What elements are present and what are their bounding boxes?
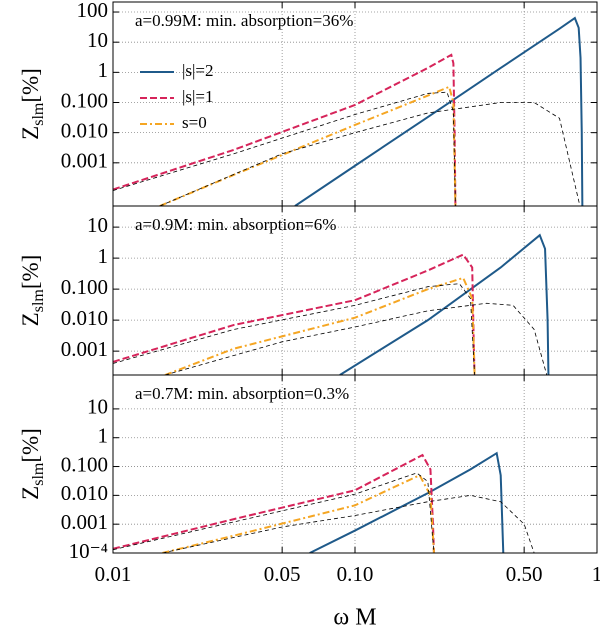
series-line — [159, 102, 581, 206]
x-tick-label: 0.01 — [95, 562, 132, 586]
series-line — [113, 283, 475, 375]
y-axis-label-part: [%] — [18, 428, 43, 462]
y-axis-label-part: slm — [30, 102, 47, 126]
y-axis-label-part: slm — [30, 289, 47, 313]
panel-title: a=0.9M: min. absorption=6% — [135, 215, 336, 234]
y-tick-label: 10 — [87, 28, 108, 52]
y-tick-label: 1 — [98, 424, 109, 448]
y-tick-label: 0.100 — [61, 275, 108, 299]
y-tick-label: 10 — [87, 395, 108, 419]
plot-area — [113, 451, 535, 553]
series-line — [164, 302, 548, 375]
series-line — [113, 253, 476, 375]
series-line — [309, 451, 505, 553]
series-line — [113, 91, 456, 206]
legend-label: s=0 — [182, 113, 207, 132]
y-tick-label: 10⁻⁴ — [69, 539, 108, 563]
series-line — [339, 233, 550, 375]
plot-area — [113, 233, 550, 375]
y-tick-label: 0.001 — [61, 337, 108, 361]
x-tick-label: 1 — [592, 562, 600, 586]
y-tick-label: 0.010 — [61, 481, 108, 505]
y-axis-label: Zslm[%] — [18, 255, 46, 327]
legend-label: |s|=2 — [182, 61, 214, 80]
x-tick-label: 0.05 — [264, 562, 301, 586]
y-axis-label: Zslm[%] — [18, 68, 46, 140]
y-tick-label: 0.010 — [61, 306, 108, 330]
series-line — [162, 494, 535, 553]
y-tick-label: 100 — [77, 0, 109, 22]
series-line — [294, 16, 584, 206]
y-tick-label: 0.100 — [61, 452, 108, 476]
x-tick-label: 0.50 — [506, 562, 543, 586]
y-axis-label-part: Z — [18, 312, 43, 326]
y-axis-label: Zslm[%] — [18, 428, 46, 500]
y-tick-label: 0.001 — [61, 149, 108, 173]
y-axis-label-part: slm — [30, 462, 47, 486]
series-line — [113, 472, 435, 553]
y-tick-label: 0.010 — [61, 118, 108, 142]
panel-title: a=0.99M: min. absorption=36% — [135, 11, 353, 30]
y-tick-label: 1 — [98, 58, 109, 82]
panel-title: a=0.7M: min. absorption=0.3% — [135, 384, 349, 403]
x-tick-label: 0.10 — [337, 562, 374, 586]
y-tick-label: 10 — [87, 213, 108, 237]
y-tick-label: 1 — [98, 244, 109, 268]
y-axis-label-part: Z — [18, 126, 43, 140]
y-axis-label-part: [%] — [18, 255, 43, 289]
x-axis-label: ω M — [333, 605, 376, 631]
legend-label: |s|=1 — [182, 87, 214, 106]
series-line — [162, 473, 435, 553]
plot-area — [113, 16, 584, 206]
y-tick-label: 0.100 — [61, 88, 108, 112]
y-axis-label-part: [%] — [18, 68, 43, 102]
series-line — [164, 276, 476, 375]
series-line — [113, 53, 457, 206]
series-line — [159, 85, 457, 206]
panel-frame — [112, 374, 598, 554]
y-axis-label-part: Z — [18, 486, 43, 500]
y-tick-label: 0.001 — [61, 510, 108, 534]
